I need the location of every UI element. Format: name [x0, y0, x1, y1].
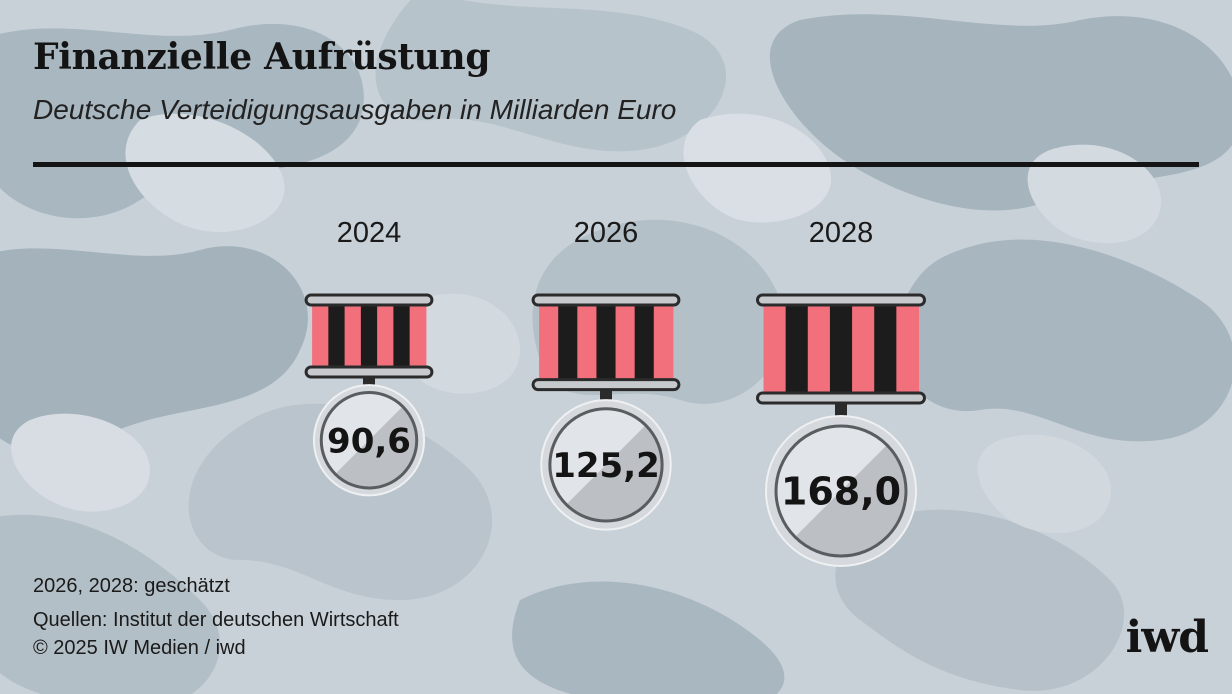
- medal-ring: [319, 391, 419, 490]
- ribbon-stripe: [360, 300, 378, 372]
- ribbon-clasp-top: [531, 293, 681, 307]
- ribbon-stripe: [539, 300, 559, 385]
- ribbon-stripe: [344, 300, 362, 372]
- medal-shade: [321, 392, 417, 488]
- ribbon-clasp-top: [756, 293, 926, 307]
- year-label: 2028: [809, 217, 874, 249]
- ribbon-stripe: [409, 300, 427, 372]
- medal-shade: [549, 408, 663, 521]
- estimate-note: 2026, 2028: geschätzt: [33, 575, 230, 597]
- source-text: Quellen: Institut der deutschen Wirtscha…: [33, 609, 399, 631]
- ribbon-stripe: [785, 300, 809, 398]
- title-divider: [33, 162, 1199, 167]
- iwd-logo: iwd: [1125, 612, 1209, 663]
- medal-ring: [548, 407, 664, 523]
- year-label: 2024: [337, 217, 402, 249]
- ribbon-stripe: [615, 300, 636, 385]
- ribbon-stripe: [577, 300, 597, 385]
- value-label: 168,0: [781, 470, 901, 514]
- medal-shade: [776, 426, 906, 556]
- year-label: 2026: [574, 217, 639, 249]
- ribbon-stripe: [653, 300, 674, 385]
- ribbon-stripe: [393, 300, 411, 372]
- value-label: 90,6: [327, 422, 411, 462]
- value-label: 125,2: [552, 446, 660, 486]
- ribbon-clasp-top: [304, 293, 434, 307]
- copyright-text: © 2025 IW Medien / iwd: [33, 637, 246, 659]
- ribbon-stripe: [874, 300, 897, 398]
- ribbon-clasp-bottom: [304, 365, 434, 379]
- ribbon-stripe: [896, 300, 919, 398]
- ribbon-stripe: [763, 300, 787, 398]
- ribbon-stripe: [328, 300, 346, 372]
- ribbon-stripe: [596, 300, 617, 385]
- ribbon-stripe: [312, 300, 329, 372]
- chart-title: Finanzielle Aufrüstung: [33, 36, 491, 78]
- ribbon-stripe: [377, 300, 394, 372]
- ribbon-clasp-bottom: [756, 391, 926, 405]
- chart-subtitle: Deutsche Verteidigungsausgaben in Millia…: [33, 94, 677, 125]
- ribbon-clasp-bottom: [531, 378, 681, 392]
- ribbon-stripe: [634, 300, 655, 385]
- medal-ring: [774, 424, 908, 558]
- ribbon-stripe: [852, 300, 875, 398]
- ribbon-stripe: [829, 300, 853, 398]
- ribbon-stripe: [558, 300, 578, 385]
- ribbon-stripe: [807, 300, 831, 398]
